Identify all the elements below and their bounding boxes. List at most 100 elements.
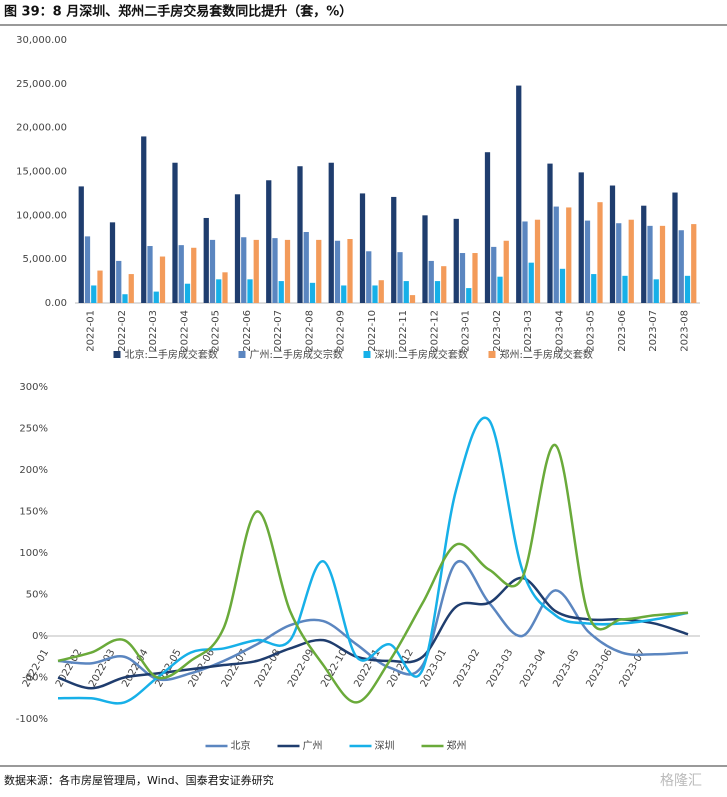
bar <box>641 205 647 303</box>
x-tick-label: 2023-01 <box>461 310 472 352</box>
x-tick-label: 2023-03 <box>523 310 534 352</box>
bar <box>622 275 628 303</box>
bar <box>609 185 616 303</box>
bar <box>403 281 409 303</box>
bar <box>516 85 522 303</box>
bar <box>547 163 553 303</box>
x-tick-label: 2022-10 <box>367 310 378 352</box>
x-tick-label: 2022-05 <box>211 310 222 352</box>
x-tick-label: 2022-02 <box>117 310 128 352</box>
x-tick-label: 2023-05 <box>551 648 581 690</box>
bar <box>284 239 291 303</box>
x-tick-label: 2023-05 <box>586 310 597 352</box>
bar <box>347 239 353 303</box>
source-note: 数据来源：各市房屋管理局，Wind、国泰君安证券研究 <box>4 773 274 787</box>
y-tick-label: -50% <box>22 673 48 684</box>
bar <box>366 251 372 303</box>
figure-title: 图 39：8 月深圳、郑州二手房交易套数同比提升（套，%） <box>4 4 352 20</box>
bar <box>147 246 153 303</box>
legend-label: 郑州 <box>447 739 467 752</box>
x-tick-label: 2023-04 <box>554 310 565 352</box>
x-tick-label: 2022-06 <box>242 310 253 352</box>
bar <box>491 246 497 303</box>
x-tick-label: 2022-07 <box>220 648 250 690</box>
y-tick-label: 100% <box>19 548 48 559</box>
line-series <box>57 443 689 704</box>
bar <box>597 202 603 303</box>
bar <box>141 136 147 303</box>
legend-label: 广州:二手房成交宗数 <box>250 348 343 361</box>
bar <box>391 196 397 303</box>
bar <box>216 279 222 303</box>
legend-swatch <box>488 351 496 358</box>
watermark: 格隆汇 <box>660 773 702 789</box>
bar <box>559 268 566 303</box>
x-tick-label: 2022-08 <box>304 310 315 352</box>
y-tick-label: 5,000.00 <box>22 254 67 265</box>
bar <box>153 291 159 303</box>
x-tick-label: 2022-11 <box>398 310 409 352</box>
bar <box>209 239 216 303</box>
bar <box>278 281 284 303</box>
bar <box>109 222 116 303</box>
bar <box>397 252 403 303</box>
x-tick-label: 2023-02 <box>492 310 503 352</box>
x-tick-label: 2022-12 <box>429 310 440 352</box>
bar <box>566 207 572 303</box>
bar <box>628 219 634 303</box>
legend-label: 深圳:二手房成交套数 <box>375 348 468 361</box>
legend-swatch <box>113 351 121 358</box>
x-tick-label: 2023-06 <box>617 310 628 352</box>
bar <box>428 260 434 303</box>
bar <box>122 294 128 303</box>
bar <box>359 193 366 303</box>
legend-label: 北京 <box>231 739 251 752</box>
y-tick-label: 25,000.00 <box>16 79 67 90</box>
legend-swatch <box>363 351 371 358</box>
line-series <box>57 416 689 705</box>
y-tick-label: 150% <box>19 507 48 518</box>
x-tick-label: 2023-06 <box>584 648 614 690</box>
bar <box>297 166 303 303</box>
bar <box>372 285 378 303</box>
bar <box>191 247 197 303</box>
bar <box>184 283 191 303</box>
bar <box>334 240 341 303</box>
bar <box>659 225 666 303</box>
bar <box>222 272 228 303</box>
bar <box>434 281 441 303</box>
y-tick-label: 250% <box>19 424 48 435</box>
bar <box>203 217 209 303</box>
bar <box>253 239 259 303</box>
bar <box>647 225 653 303</box>
y-tick-label: 30,000.00 <box>16 35 67 46</box>
bar <box>91 285 97 303</box>
legend-label: 郑州:二手房成交套数 <box>500 348 593 361</box>
y-tick-label: 10,000.00 <box>16 210 67 221</box>
bar <box>241 237 247 303</box>
bar <box>584 220 591 303</box>
y-tick-label: 0.00 <box>45 298 67 309</box>
bar <box>441 266 447 303</box>
bar <box>78 186 84 303</box>
y-tick-label: -100% <box>16 714 48 725</box>
bar <box>116 260 122 303</box>
bar <box>553 206 559 303</box>
bar <box>684 275 691 303</box>
bar <box>653 279 659 303</box>
bar <box>409 295 416 303</box>
bar <box>422 215 428 303</box>
bar <box>272 238 278 303</box>
bar <box>128 274 134 303</box>
bar <box>691 224 697 303</box>
x-tick-label: 2022-04 <box>179 310 190 352</box>
bar <box>172 162 178 303</box>
legend-label: 广州 <box>303 740 323 752</box>
bar <box>678 230 684 303</box>
bar <box>472 253 478 303</box>
x-tick-label: 2022-01 <box>86 310 97 352</box>
x-tick-label: 2023-03 <box>485 648 515 690</box>
bar <box>266 180 272 303</box>
y-tick-label: 50% <box>26 590 48 601</box>
